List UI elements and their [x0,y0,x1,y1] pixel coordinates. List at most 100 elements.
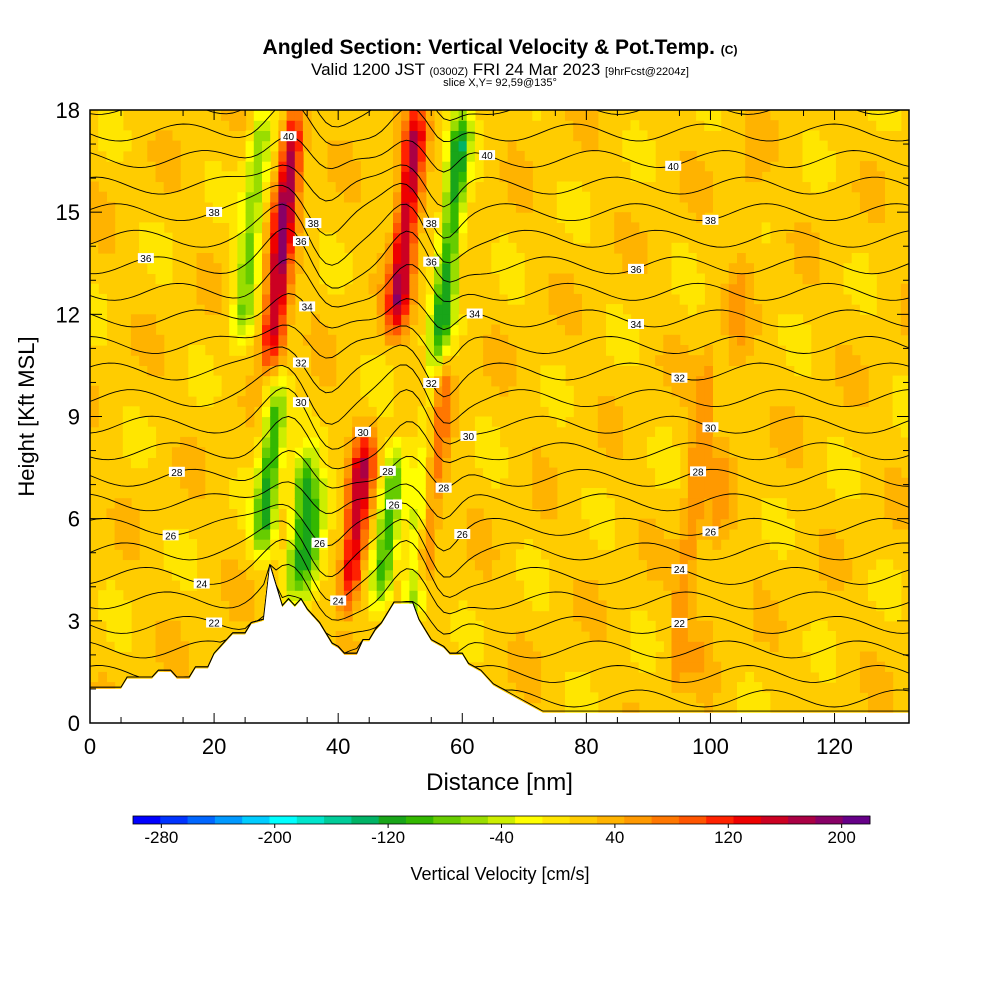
field-cell [450,191,460,203]
field-cell [196,263,206,274]
field-cell [515,641,525,653]
field-cell [778,549,787,561]
field-cell [384,447,394,458]
field-cell [638,528,648,540]
field-cell [417,416,427,428]
field-cell [286,396,296,407]
field-cell [909,335,918,346]
field-cell [311,488,320,499]
isentrope-line [90,387,909,450]
isentrope-label: 32 [426,379,438,390]
field-cell [843,488,853,499]
field-cell [712,498,722,509]
field-cell [466,651,476,663]
field-cell [671,600,681,612]
field-cell [278,569,288,581]
field-cell [761,110,771,121]
field-cell [646,631,656,642]
field-cell [810,242,820,254]
field-cell [130,416,140,428]
field-cell [687,253,697,264]
field-cell [859,253,869,264]
field-cell [122,508,132,520]
field-cell [98,324,107,336]
field-cell [417,191,427,203]
colorbar-tick-label: 40 [605,828,624,847]
field-cell [794,447,804,458]
field-cell [442,191,451,203]
colorbar-swatch [815,816,844,824]
field-cell [253,212,263,223]
field-cell [835,539,845,550]
field-cell [302,426,312,438]
field-cell [409,222,419,234]
isentrope-label-bg [702,214,719,225]
field-cell [794,222,804,234]
field-cell [737,682,746,693]
field-cell [90,181,99,193]
field-cell [417,600,427,612]
field-cell [278,191,288,203]
field-cell [425,140,435,152]
field-cell [450,610,460,622]
field-cell [868,283,877,295]
field-cell [704,447,713,458]
field-cell [524,580,533,591]
field-cell [106,508,116,520]
field-cell [155,161,165,172]
field-cell [343,600,353,612]
field-cell [352,191,361,203]
field-cell [540,600,550,612]
field-cell [434,263,443,274]
field-cell [802,253,812,264]
field-cell [294,161,304,172]
field-cell [671,283,681,295]
isentrope-label-bg [162,530,179,541]
field-cell [294,447,304,458]
field-cell [212,293,222,305]
field-cell [679,671,689,683]
field-cell [262,365,271,377]
field-cell [818,528,828,540]
field-cell [352,498,361,509]
field-cell [466,171,476,183]
field-cell [155,253,165,264]
field-cell [270,549,279,561]
field-cell [687,600,697,612]
field-cell [606,416,615,428]
field-cell [458,641,468,653]
field-cell [155,345,165,356]
field-cell [818,559,828,571]
field-cell [556,212,566,223]
field-cell [229,273,238,285]
field-cell [196,375,206,387]
field-cell [442,212,451,223]
field-cell [499,171,509,183]
field-cell [565,273,574,285]
field-cell [696,426,705,438]
field-cell [196,477,206,489]
field-cell [171,171,181,183]
field-cell [262,253,271,264]
field-cell [384,283,394,295]
field-cell [483,559,492,571]
field-cell [458,631,468,642]
field-cell [573,702,582,714]
field-cell [335,171,345,183]
field-cell [270,528,279,540]
field-cell [450,130,460,142]
field-cell [409,171,419,183]
field-cell [384,518,394,530]
field-cell [409,488,419,499]
field-cell [384,457,394,469]
field-cell [581,671,591,683]
field-cell [843,385,853,397]
field-cell [507,273,517,285]
field-cell [237,181,247,193]
field-cell [245,406,255,418]
field-cell [262,273,271,285]
field-cell [581,191,591,203]
field-cell [90,406,99,418]
field-cell [491,263,501,274]
field-cell [507,171,517,183]
